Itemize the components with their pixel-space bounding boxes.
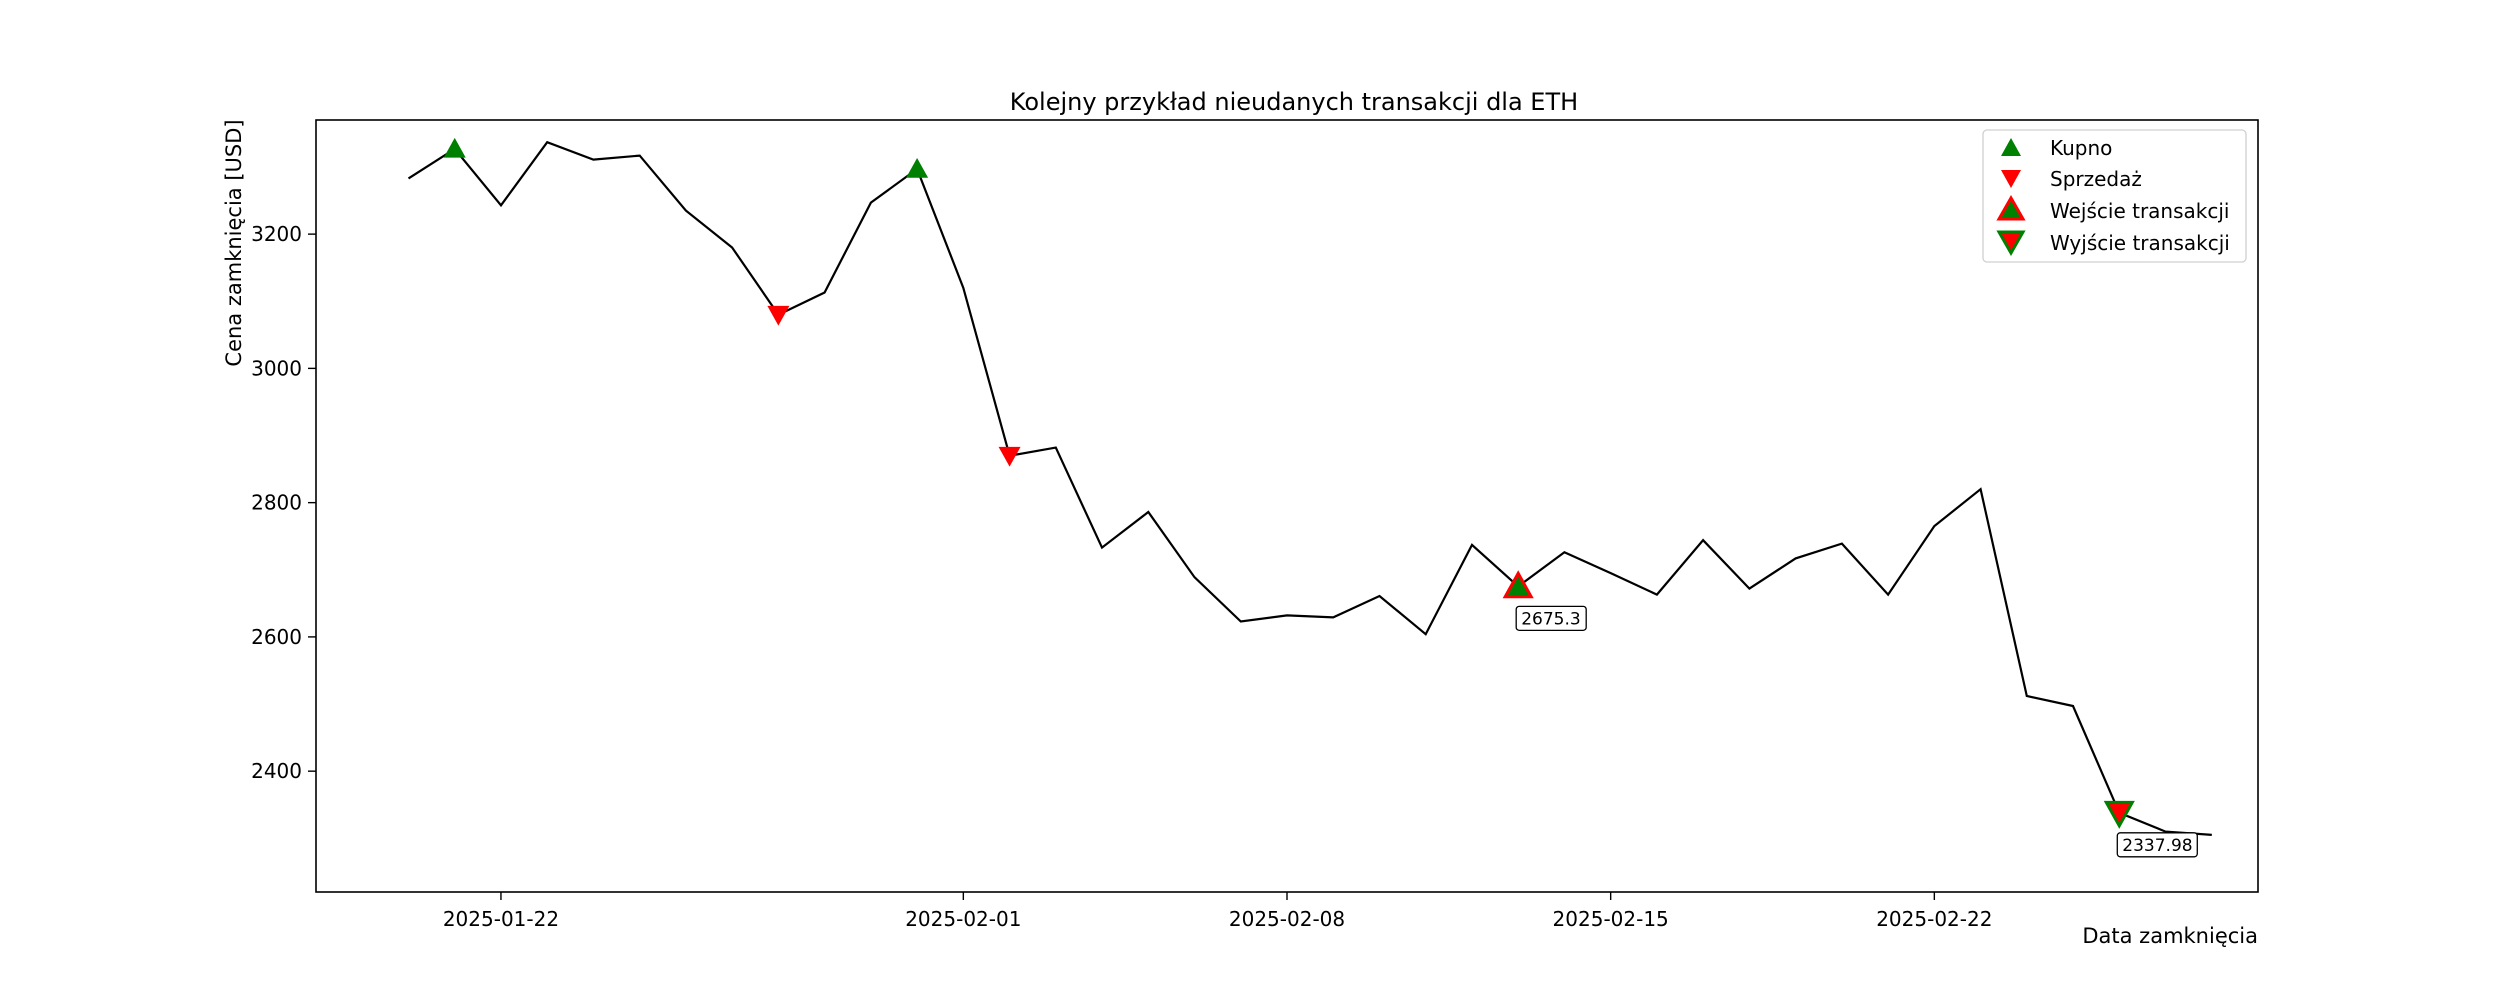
price-series-line-0 (407, 140, 2212, 836)
legend-exit-marker (1996, 230, 2026, 257)
x-tick-label-1: 2025-02-01 (905, 907, 1021, 931)
chart-title: Kolejny przykład nieudanych transakcji d… (1010, 88, 1578, 116)
trade-entry-marker-0 (1502, 570, 1534, 599)
trade-exit-annotation-0: 2337.98 (2116, 832, 2198, 858)
y-tick-layer: 2400 2600 2800 3000 3200 (251, 222, 316, 783)
y-tick-label-1: 2600 (251, 625, 302, 649)
trade-exit-label-box-0 (2116, 832, 2198, 858)
y-tick-label-2: 2800 (251, 491, 302, 515)
buy-signal-marker-0 (443, 137, 466, 158)
y-tick-label-4: 3200 (251, 222, 302, 246)
x-tick-label-2: 2025-02-08 (1229, 907, 1345, 931)
trade-exit-marker-0 (2103, 800, 2135, 829)
buy-signal-marker-1 (906, 158, 929, 178)
trade-exit-label-0: 2337.98 (2122, 836, 2192, 856)
plot-line-layer (407, 140, 2212, 836)
trade-entry-annotation-0: 2675.3 (1515, 605, 1587, 632)
legend: Kupno Sprzedaż Wejście transakcji Wyjści… (1982, 129, 2247, 263)
legend-exit-label: Wyjście transakcji (2050, 231, 2230, 255)
sell-signal-marker-0 (767, 305, 790, 326)
legend-sell-marker (2001, 170, 2021, 188)
legend-sell-label: Sprzedaż (2050, 167, 2142, 191)
legend-buy-marker (2001, 138, 2021, 156)
y-axis-label: Cena zamknięcia [USD] (222, 119, 246, 366)
x-tick-label-0: 2025-01-22 (443, 907, 559, 931)
y-tick-label-0: 2400 (251, 759, 302, 783)
legend-frame (1982, 129, 2247, 263)
trade-entry-label-box-0 (1515, 605, 1587, 632)
x-tick-layer: 2025-01-22 2025-02-01 2025-02-08 2025-02-15… (443, 892, 1992, 931)
legend-buy-label: Kupno (2050, 136, 2112, 160)
marker-layer: 2675.3 2337.98 (443, 137, 2198, 858)
x-tick-label-4: 2025-02-22 (1876, 907, 1992, 931)
trade-entry-label-0: 2675.3 (1521, 609, 1580, 629)
x-tick-label-3: 2025-02-15 (1553, 907, 1669, 931)
x-axis-label: Data zamknięcia (2082, 924, 2258, 948)
y-tick-label-3: 3000 (251, 356, 302, 380)
legend-entry-marker (1996, 194, 2026, 221)
sell-signal-marker-1 (998, 446, 1021, 467)
plot-area-frame (315, 119, 2259, 893)
legend-entry-label: Wejście transakcji (2050, 199, 2229, 223)
